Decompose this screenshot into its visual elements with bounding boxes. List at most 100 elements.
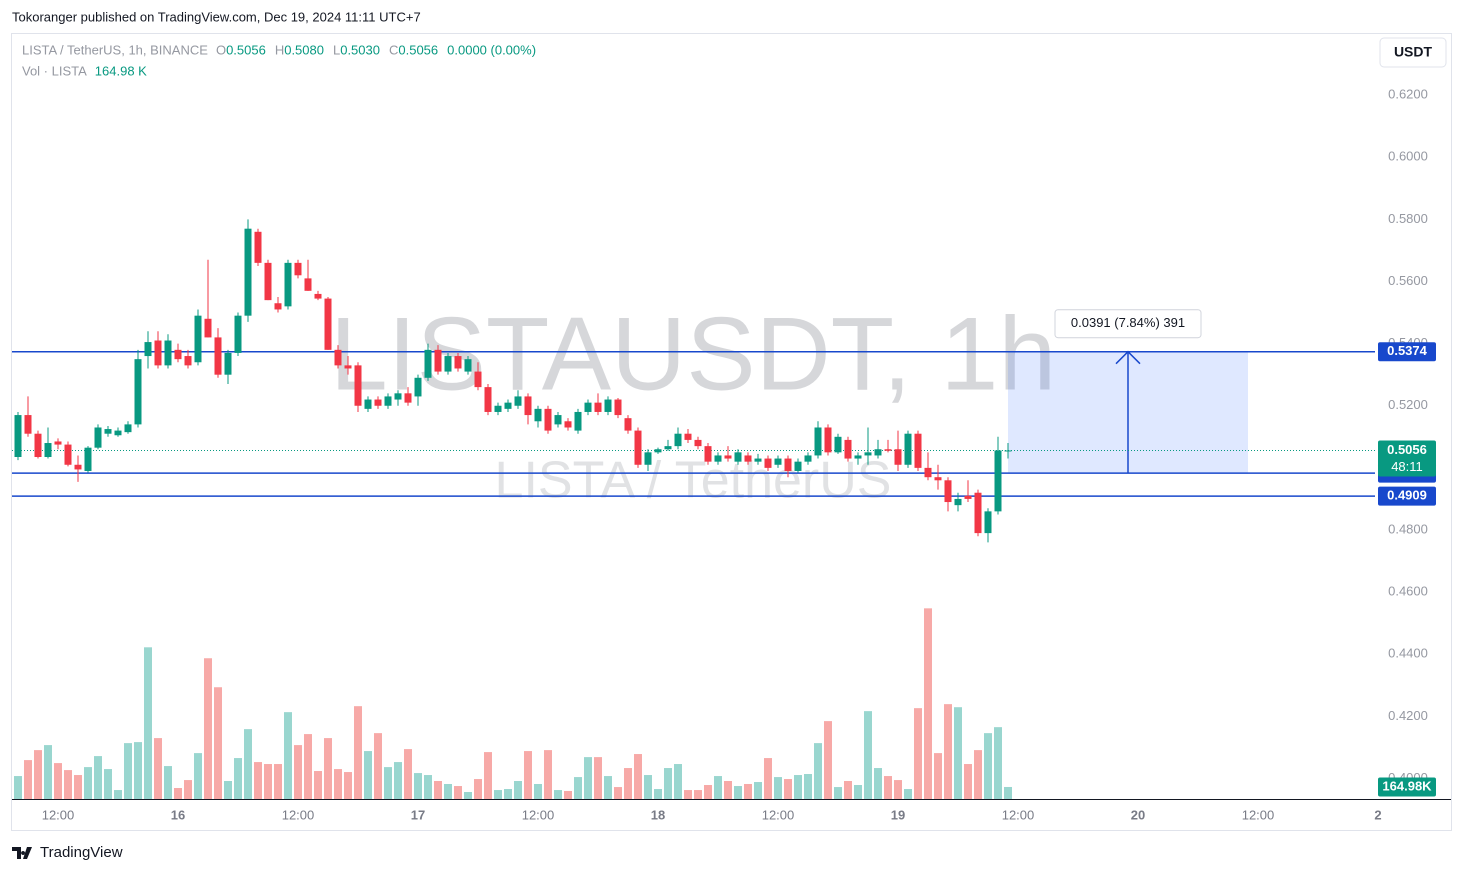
candle-body: [794, 461, 802, 471]
volume-bar: [624, 768, 632, 799]
volume-bar: [284, 712, 292, 799]
candle-body: [634, 430, 642, 465]
volume-bar: [124, 743, 132, 799]
volume-bar: [184, 780, 192, 799]
candle-body: [454, 356, 462, 369]
volume-bar: [464, 792, 472, 799]
volume-tag-label: 164.98K: [1382, 778, 1432, 793]
y-tick-label: 0.4600: [1388, 584, 1428, 599]
currency-button[interactable]: [1379, 37, 1447, 68]
candle-body: [194, 315, 202, 363]
symbol: LISTA / TetherUS, 1h, BINANCE: [22, 42, 208, 57]
x-tick-label: 12:00: [282, 807, 315, 822]
frame: [11, 33, 1452, 831]
volume-bar: [714, 776, 722, 799]
candle-body: [754, 458, 762, 462]
volume-bar: [804, 774, 812, 799]
candle-body: [294, 262, 302, 276]
volume-bar: [454, 786, 462, 799]
volume-bar: [774, 777, 782, 799]
volume-bar: [704, 785, 712, 799]
volume-bar: [114, 790, 122, 799]
volume-bar: [294, 745, 302, 799]
countdown-label: 48:11: [1391, 459, 1423, 474]
candle-body: [544, 408, 552, 431]
volume-bar: [164, 766, 172, 799]
candle-body: [664, 446, 672, 450]
candle-body: [924, 467, 932, 478]
x-tick-label: 16: [171, 807, 185, 822]
volume-bar: [644, 775, 652, 799]
candle-body: [884, 449, 892, 451]
volume-bar: [64, 770, 72, 799]
candle-body: [854, 455, 862, 459]
candle-body: [534, 408, 542, 422]
candle-body: [774, 458, 782, 465]
volume-bar: [74, 775, 82, 799]
volume-bar: [224, 781, 232, 799]
volume-bar: [154, 738, 162, 799]
candle-body: [94, 427, 102, 448]
candle-body: [394, 393, 402, 400]
ohlc-key: L: [333, 42, 340, 57]
candle-body: [864, 452, 872, 456]
volume-bar: [54, 763, 62, 799]
x-tick-label: 17: [411, 807, 425, 822]
volume-bar: [354, 706, 362, 799]
candle-body: [714, 455, 722, 462]
candle-body: [354, 365, 362, 406]
volume-bar: [234, 758, 242, 799]
y-tick-label: 0.5600: [1388, 273, 1428, 288]
candle-body: [434, 349, 442, 372]
volume-bar: [674, 764, 682, 799]
y-tick-label: 0.4200: [1388, 708, 1428, 723]
volume-bar: [904, 789, 912, 799]
volume-bar: [814, 743, 822, 799]
candle-body: [424, 349, 432, 378]
candle-body: [414, 377, 422, 397]
candle-body: [784, 458, 792, 471]
volume-bar: [604, 776, 612, 799]
y-tick-label: 0.6000: [1388, 149, 1428, 164]
candle-body: [34, 433, 42, 458]
candle-body: [814, 427, 822, 456]
volume-bar: [34, 750, 42, 799]
y-tick-label: 0.5200: [1388, 397, 1428, 412]
candle-body: [584, 402, 592, 412]
y-tick-label: 0.4400: [1388, 646, 1428, 661]
candle-body: [234, 315, 242, 353]
volume-bar: [1004, 786, 1012, 799]
volume-bar: [274, 764, 282, 799]
volume-bar: [104, 769, 112, 799]
candle-body: [574, 411, 582, 431]
volume-bar: [304, 734, 312, 799]
volume-bar: [134, 742, 142, 799]
candle-body: [694, 439, 702, 447]
volume-bar: [954, 707, 962, 799]
candle-body: [144, 342, 152, 357]
volume-bar: [574, 777, 582, 799]
candle-body: [154, 340, 162, 366]
candle-body: [994, 450, 1002, 512]
candle-body: [134, 359, 142, 425]
volume-bar: [384, 767, 392, 799]
change: 0.0000 (0.00%): [447, 42, 536, 57]
candle-body: [84, 447, 92, 471]
volume-bar: [944, 704, 952, 799]
volume-bar: [964, 764, 972, 799]
volume-bar: [544, 750, 552, 799]
brand: TradingView: [40, 844, 123, 861]
volume-bar: [584, 757, 592, 799]
published-line: Tokoranger published on TradingView.com,…: [12, 9, 421, 24]
candle-body: [554, 415, 562, 425]
candle-body: [174, 349, 182, 360]
candle-body: [114, 430, 122, 436]
ohlc-value: 0.5056: [226, 42, 266, 57]
candle-body: [804, 455, 812, 462]
volume-bar: [924, 608, 932, 799]
volume-bar: [334, 769, 342, 799]
volume-bar: [844, 781, 852, 799]
volume-bar: [254, 762, 262, 799]
volume-bar: [744, 783, 752, 799]
watermark-main: LISTAUSDT, 1h: [330, 296, 1056, 412]
